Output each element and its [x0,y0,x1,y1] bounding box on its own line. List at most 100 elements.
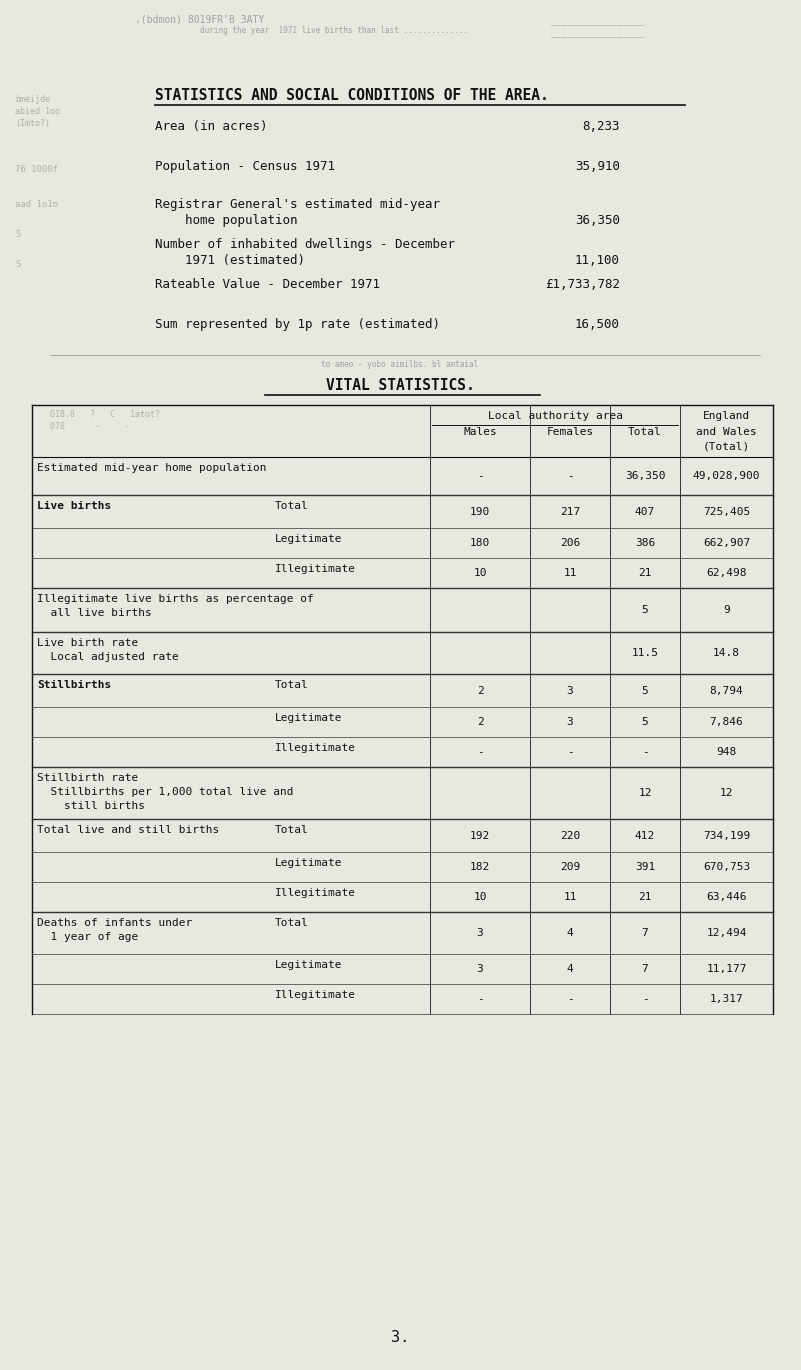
Text: Illegitimate: Illegitimate [275,991,356,1000]
Text: -: - [477,995,483,1004]
Text: -: - [566,995,574,1004]
Text: Legitimate: Legitimate [275,534,343,544]
Text: ___________________________: ___________________________ [550,21,645,26]
Text: 3: 3 [477,964,483,974]
Text: Sum represented by 1p rate (estimated): Sum represented by 1p rate (estimated) [155,318,440,332]
Text: to ameo - yobo aimilbs. bl amtaial: to ameo - yobo aimilbs. bl amtaial [321,360,479,369]
Text: 5: 5 [642,685,648,696]
Text: 5: 5 [642,717,648,727]
Text: Legitimate: Legitimate [275,858,343,869]
Text: 209: 209 [560,862,580,871]
Text: 412: 412 [635,830,655,841]
Text: abied 1oo: abied 1oo [15,107,60,116]
Text: 3: 3 [566,717,574,727]
Text: 725,405: 725,405 [702,507,750,516]
Text: bmeijde: bmeijde [15,95,50,104]
Text: 220: 220 [560,830,580,841]
Text: and Wales: and Wales [696,427,757,437]
Text: S: S [15,230,20,238]
Text: 7: 7 [642,964,648,974]
Text: 4: 4 [566,964,574,974]
Text: Females: Females [546,427,594,437]
Text: 10: 10 [473,892,487,901]
Text: 386: 386 [635,538,655,548]
Text: S: S [15,260,20,269]
Text: VITAL STATISTICS.: VITAL STATISTICS. [326,378,474,393]
Text: (Total): (Total) [702,441,750,451]
Text: 734,199: 734,199 [702,830,750,841]
Text: -: - [566,747,574,758]
Text: 36,350: 36,350 [575,214,620,227]
Text: Illegitimate: Illegitimate [275,888,356,897]
Text: 1,317: 1,317 [710,995,743,1004]
Text: 662,907: 662,907 [702,538,750,548]
Text: aad 1o1o: aad 1o1o [15,200,58,210]
Text: STATISTICS AND SOCIAL CONDITIONS OF THE AREA.: STATISTICS AND SOCIAL CONDITIONS OF THE … [155,88,549,103]
Text: Registrar General's estimated mid-year: Registrar General's estimated mid-year [155,199,440,211]
Text: 078      -     -: 078 - - [50,422,130,432]
Text: 12: 12 [720,788,733,797]
Text: still births: still births [37,801,145,811]
Text: Live births: Live births [37,501,111,511]
Text: Total live and still births: Total live and still births [37,825,219,834]
Text: ___________________________: ___________________________ [550,32,645,38]
Text: 11: 11 [563,892,577,901]
Text: 21: 21 [638,569,652,578]
Text: 180: 180 [470,538,490,548]
Text: 11: 11 [563,569,577,578]
Text: Total: Total [275,825,308,834]
Text: 8,794: 8,794 [710,685,743,696]
Text: 21: 21 [638,892,652,901]
Text: 2: 2 [477,717,483,727]
Text: 11,100: 11,100 [575,253,620,267]
Text: £1,733,782: £1,733,782 [545,278,620,290]
Text: -: - [642,747,648,758]
Text: -: - [566,471,574,481]
Text: 948: 948 [716,747,737,758]
Text: 206: 206 [560,538,580,548]
Text: Stillbirths: Stillbirths [37,680,111,690]
Text: Estimated mid-year home population: Estimated mid-year home population [37,463,267,473]
Text: 391: 391 [635,862,655,871]
Text: 36,350: 36,350 [625,471,666,481]
Text: 3: 3 [477,927,483,938]
Text: 670,753: 670,753 [702,862,750,871]
Text: 76 1000f: 76 1000f [15,164,58,174]
Text: Area (in acres): Area (in acres) [155,121,268,133]
Text: 4: 4 [566,927,574,938]
Text: 182: 182 [470,862,490,871]
Text: 63,446: 63,446 [706,892,747,901]
Text: Legitimate: Legitimate [275,712,343,723]
Text: 12: 12 [638,788,652,797]
Text: 190: 190 [470,507,490,516]
Text: 217: 217 [560,507,580,516]
Text: 1 year of age: 1 year of age [37,932,139,943]
Text: 49,028,900: 49,028,900 [693,471,760,481]
Text: .(bdmon) 8019FR'B 3ATY: .(bdmon) 8019FR'B 3ATY [135,14,264,25]
Text: Rateable Value - December 1971: Rateable Value - December 1971 [155,278,380,290]
Text: Total: Total [275,501,308,511]
Text: 192: 192 [470,830,490,841]
Text: Total: Total [275,918,308,927]
Text: 1971 (estimated): 1971 (estimated) [155,253,305,267]
Text: all live births: all live births [37,608,151,618]
Text: home population: home population [155,214,297,227]
Text: 407: 407 [635,507,655,516]
Text: (Imto?): (Imto?) [15,119,50,127]
Text: Legitimate: Legitimate [275,960,343,970]
Text: Local adjusted rate: Local adjusted rate [37,652,179,662]
Text: -: - [642,995,648,1004]
Text: Total: Total [628,427,662,437]
Text: 5: 5 [642,606,648,615]
Text: Number of inhabited dwellings - December: Number of inhabited dwellings - December [155,238,455,251]
Text: 11,177: 11,177 [706,964,747,974]
Text: Local authority area: Local authority area [488,411,622,421]
Text: 16,500: 16,500 [575,318,620,332]
Text: G18.8   ?   C   1atot?: G18.8 ? C 1atot? [50,410,160,419]
Text: Total: Total [275,680,308,690]
Text: 2: 2 [477,685,483,696]
Text: -: - [477,747,483,758]
Text: 62,498: 62,498 [706,569,747,578]
Text: Illegitimate live births as percentage of: Illegitimate live births as percentage o… [37,595,314,604]
Text: Deaths of infants under: Deaths of infants under [37,918,192,927]
